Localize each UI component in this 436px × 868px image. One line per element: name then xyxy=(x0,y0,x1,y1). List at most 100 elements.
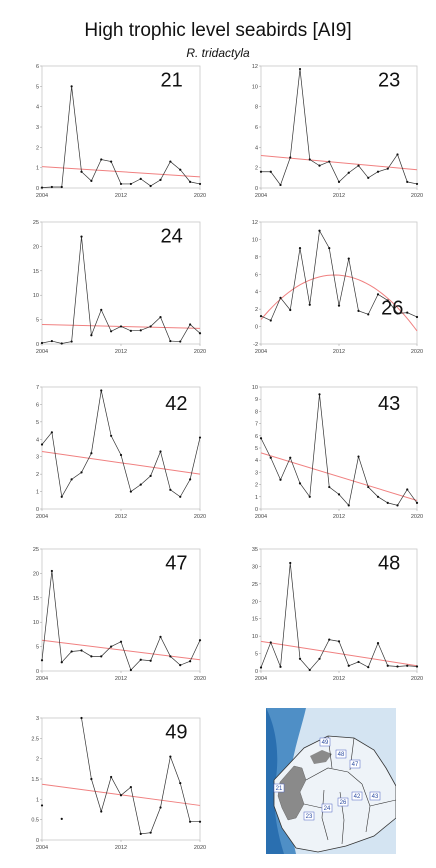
y-tick-label-43-10: 10 xyxy=(252,385,258,391)
area-label-49: 49 xyxy=(165,722,187,744)
y-tick-label-21-0: 0 xyxy=(36,186,39,192)
y-tick-label-23-5: 10 xyxy=(252,84,258,90)
x-tick-label-43-0: 2004 xyxy=(255,514,267,520)
y-tick-label-48-1: 5 xyxy=(255,652,258,658)
data-point-43-9 xyxy=(347,504,350,507)
y-tick-label-47-2: 10 xyxy=(33,620,39,626)
y-tick-label-42-7: 7 xyxy=(36,385,39,391)
data-point-43-12 xyxy=(376,495,380,498)
trend-line-23 xyxy=(260,154,418,171)
chart-area-21: 0 1 2 3 4 5 6 2004 2012 2020 21 xyxy=(36,64,206,199)
data-point-24-10 xyxy=(139,329,142,332)
data-point-21-10 xyxy=(139,177,142,180)
y-tick-label-42-6: 6 xyxy=(36,402,39,408)
map-label-48: 48 xyxy=(335,749,347,759)
chart-area-26: -2 0 2 4 6 8 10 12 2004 2012 2020 26 xyxy=(252,220,423,355)
data-point-26-1 xyxy=(269,319,272,322)
data-point-48-4 xyxy=(298,657,302,660)
data-point-23-13 xyxy=(386,167,389,170)
y-tick-label-43-7: 7 xyxy=(255,422,258,428)
data-point-21-7 xyxy=(110,160,113,163)
data-point-43-4 xyxy=(298,482,302,485)
x-tick-label-26-0: 2004 xyxy=(255,349,267,355)
trend-line-48 xyxy=(260,640,418,667)
y-tick-label-43-9: 9 xyxy=(255,397,258,403)
data-point-42-11 xyxy=(149,474,152,477)
trend-line-42 xyxy=(41,450,201,475)
y-tick-label-48-4: 20 xyxy=(252,599,258,605)
data-point-23-9 xyxy=(347,171,350,174)
y-tick-label-47-1: 5 xyxy=(36,645,39,651)
data-point-24-0 xyxy=(40,341,44,345)
data-point-21-1 xyxy=(50,185,53,189)
data-point-47-4 xyxy=(80,649,83,652)
data-point-49-2 xyxy=(80,716,83,720)
x-tick-label-48-1: 2012 xyxy=(333,676,345,682)
trend-line-47 xyxy=(41,639,201,661)
data-point-26-16 xyxy=(415,315,419,319)
data-point-23-3 xyxy=(289,156,292,159)
y-tick-label-26-0: -2 xyxy=(253,342,258,348)
y-tick-label-23-0: 0 xyxy=(255,186,258,192)
data-point-48-6 xyxy=(318,657,321,660)
y-tick-label-24-4: 20 xyxy=(33,244,39,250)
data-point-48-2 xyxy=(279,665,282,668)
x-tick-label-43-1: 2012 xyxy=(333,514,345,520)
data-point-49-8 xyxy=(139,832,142,835)
trend-curve-26 xyxy=(260,274,418,332)
data-point-47-14 xyxy=(179,664,182,667)
data-point-21-0 xyxy=(40,186,44,189)
chart-area-49: 0 0.5 1 1.5 2 2.5 3 2004 2012 2020 49 xyxy=(31,716,206,851)
map-label-49-text: 49 xyxy=(322,740,329,746)
y-tick-label-43-2: 2 xyxy=(255,483,258,489)
y-tick-label-43-4: 4 xyxy=(255,458,258,464)
y-tick-label-49-2: 1 xyxy=(36,797,39,803)
data-point-26-15 xyxy=(406,311,409,314)
data-point-26-4 xyxy=(298,247,302,250)
map-label-21: 21 xyxy=(273,783,285,793)
y-tick-label-21-2: 2 xyxy=(36,145,39,151)
data-point-23-5 xyxy=(308,158,311,161)
data-point-47-7 xyxy=(110,645,113,648)
x-tick-label-48-0: 2004 xyxy=(255,676,267,682)
data-point-21-6 xyxy=(100,158,103,161)
y-tick-label-42-4: 4 xyxy=(36,437,39,443)
data-point-24-16 xyxy=(198,332,202,335)
map-label-43-text: 43 xyxy=(372,794,379,800)
y-tick-label-43-3: 3 xyxy=(255,470,258,476)
y-tick-label-24-3: 15 xyxy=(33,269,39,275)
data-point-42-2 xyxy=(60,495,63,498)
area-label-42: 42 xyxy=(165,393,187,415)
y-tick-label-26-5: 8 xyxy=(255,255,258,261)
chart-area-42: 0 1 2 3 4 5 6 7 2004 2012 2020 42 xyxy=(36,385,206,520)
data-point-24-1 xyxy=(50,339,53,343)
data-point-42-6 xyxy=(100,389,103,392)
data-point-48-13 xyxy=(386,664,389,667)
data-point-43-6 xyxy=(318,393,321,396)
data-point-48-10 xyxy=(357,660,360,664)
y-tick-label-26-2: 2 xyxy=(255,307,258,313)
data-point-21-4 xyxy=(80,170,83,173)
data-point-24-13 xyxy=(169,339,172,343)
data-point-24-7 xyxy=(110,330,113,333)
data-point-43-11 xyxy=(367,485,370,489)
data-point-42-16 xyxy=(198,436,202,439)
y-tick-label-26-4: 6 xyxy=(255,272,258,278)
data-point-43-13 xyxy=(386,501,389,504)
x-tick-label-21-1: 2012 xyxy=(115,193,127,199)
map-label-49: 49 xyxy=(319,737,331,747)
data-point-26-3 xyxy=(289,308,292,312)
y-tick-label-47-0: 0 xyxy=(36,669,39,675)
y-tick-label-49-5: 2.5 xyxy=(31,736,39,742)
x-tick-label-43-2: 2020 xyxy=(411,514,423,520)
data-point-42-12 xyxy=(159,450,162,453)
y-tick-label-47-3: 15 xyxy=(33,596,39,602)
data-point-43-10 xyxy=(357,455,360,458)
x-tick-label-47-0: 2004 xyxy=(36,676,48,682)
y-tick-label-42-0: 0 xyxy=(36,507,39,513)
data-point-26-7 xyxy=(328,247,331,250)
data-point-24-5 xyxy=(90,334,93,337)
data-point-47-10 xyxy=(139,658,142,661)
data-point-23-14 xyxy=(396,153,399,156)
y-tick-label-47-4: 20 xyxy=(33,571,39,577)
